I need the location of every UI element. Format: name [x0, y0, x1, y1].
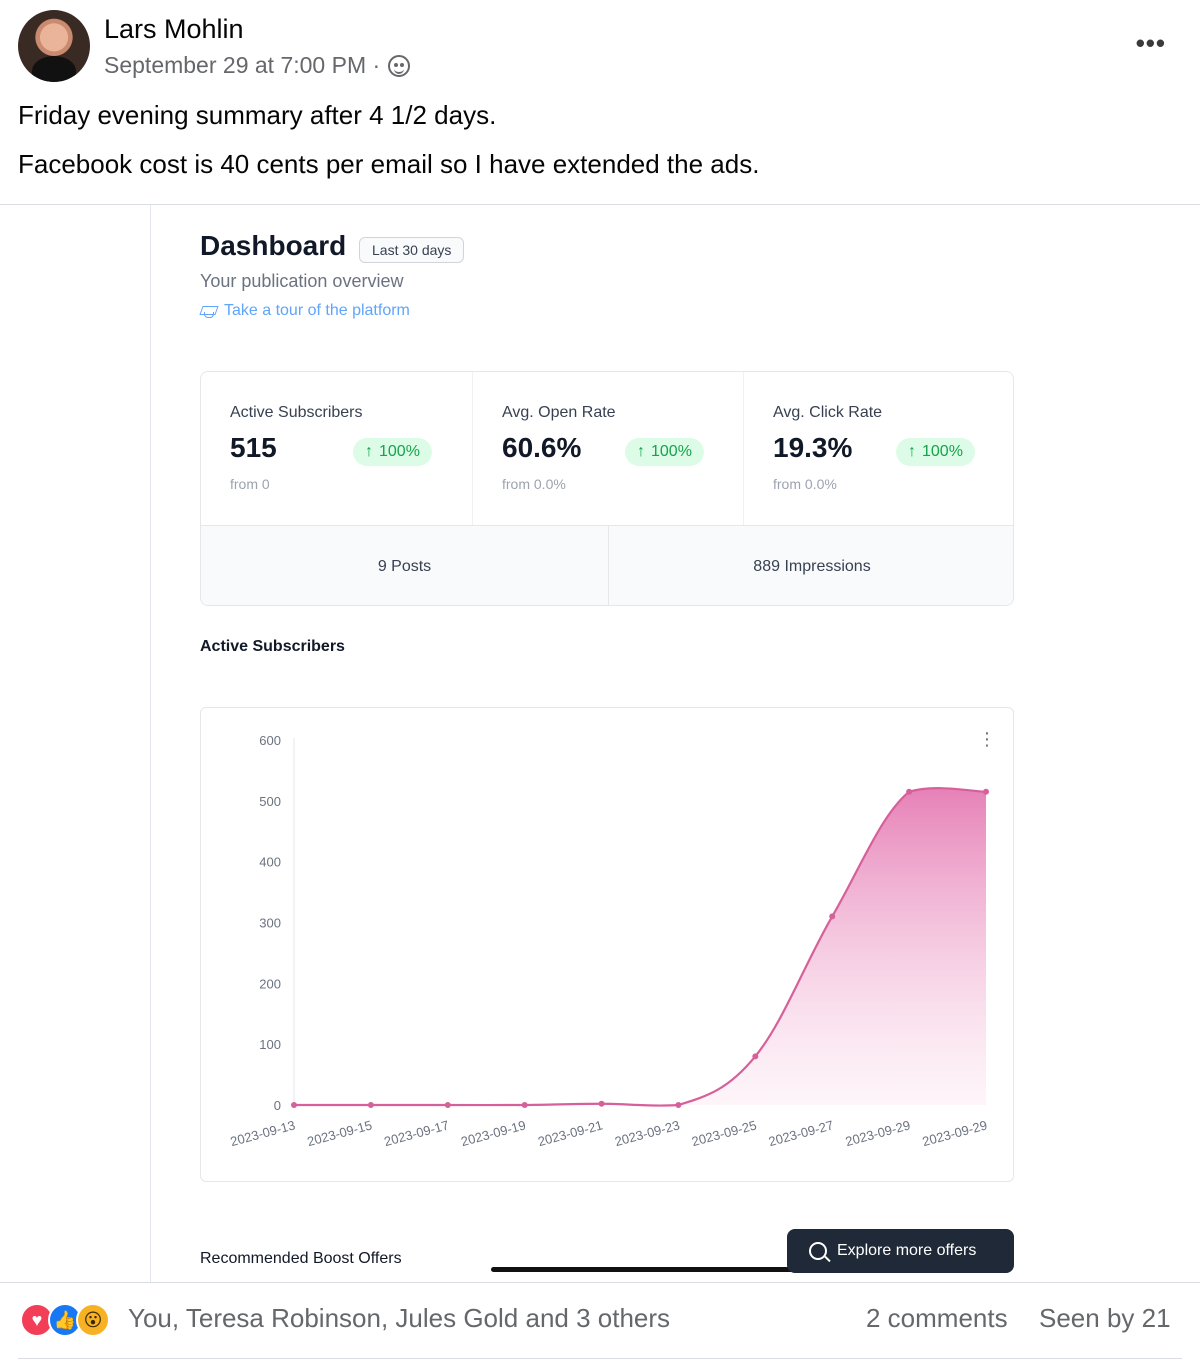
stat-label: Active Subscribers [230, 404, 363, 421]
chart-section-title: Active Subscribers [200, 638, 345, 655]
stat-from: from 0.0% [502, 476, 566, 492]
arrow-up-icon: ↑ [637, 443, 645, 460]
tour-link-label: Take a tour of the platform [224, 302, 410, 319]
y-tick-label: 300 [259, 916, 281, 931]
stat-from: from 0.0% [773, 476, 837, 492]
post-text-line-1: Friday evening summary after 4 1/2 days. [18, 100, 497, 130]
data-point[interactable] [521, 1102, 528, 1108]
stats-card: Active Subscribers 515 ↑ 100% from 0 Avg… [200, 371, 1014, 606]
posts-count[interactable]: 9 Posts [377, 558, 432, 575]
stat-value: 19.3% [773, 432, 853, 463]
heart-icon: ♥ [20, 1303, 54, 1337]
stat-label: Avg. Open Rate [502, 404, 616, 421]
dashboard-subtitle: Your publication overview [200, 271, 404, 291]
post-meta: September 29 at 7:00 PM · [104, 52, 411, 79]
data-point[interactable] [444, 1102, 451, 1108]
y-tick-label: 400 [259, 855, 281, 870]
impressions-count[interactable]: 889 Impressions [608, 526, 1013, 605]
more-options-icon[interactable]: ••• [1135, 28, 1166, 58]
search-icon [809, 1242, 827, 1260]
data-point[interactable] [829, 913, 836, 920]
dashboard-title: Dashboard [200, 230, 347, 261]
data-point[interactable] [598, 1100, 605, 1107]
area-fill [294, 788, 986, 1106]
post-text-line-2: Facebook cost is 40 cents per email so I… [18, 149, 760, 179]
subscribers-chart-card: 0 100 200 300 400 500 600 2023-09-13 2023-09-15… [200, 707, 1014, 1182]
y-tick-label: 0 [274, 1098, 281, 1113]
seen-count[interactable]: Seen by 21 [1039, 1303, 1171, 1333]
globe-icon [388, 54, 411, 77]
divider [0, 204, 1200, 205]
data-point[interactable] [983, 788, 989, 795]
author-name[interactable]: Lars Mohlin [104, 14, 244, 44]
stat-open-rate: Avg. Open Rate 60.6% ↑ 100% from 0.0% [472, 372, 743, 525]
stats-summary-row: 9 Posts 889 Impressions [201, 525, 1013, 605]
wow-icon: 😮 [76, 1303, 110, 1337]
x-tick-label: 2023-09-27 [767, 1117, 835, 1149]
y-tick-label: 500 [259, 794, 281, 809]
data-point[interactable] [367, 1102, 374, 1108]
change-badge: ↑ 100% [625, 438, 704, 466]
stat-value: 515 [230, 432, 277, 463]
x-tick-label: 2023-09-15 [306, 1117, 374, 1149]
date-range-badge[interactable]: Last 30 days [359, 237, 465, 263]
y-tick-label: 600 [259, 733, 281, 748]
tour-link[interactable]: Take a tour of the platform [200, 302, 410, 320]
x-tick-label: 2023-09-29 [921, 1117, 989, 1149]
data-point[interactable] [675, 1102, 682, 1108]
y-tick-label: 200 [259, 976, 281, 991]
explore-offers-label: Explore more offers [837, 1242, 977, 1259]
data-point[interactable] [752, 1053, 759, 1060]
explore-offers-button[interactable]: Explore more offers [787, 1229, 1014, 1273]
avatar[interactable] [18, 10, 90, 82]
reactors-list[interactable]: You, Teresa Robinson, Jules Gold and 3 o… [128, 1303, 671, 1333]
divider [150, 205, 151, 1283]
change-value: 100% [379, 443, 420, 460]
stat-active-subscribers: Active Subscribers 515 ↑ 100% from 0 [201, 372, 472, 525]
arrow-up-icon: ↑ [908, 443, 916, 460]
x-tick-label: 2023-09-21 [536, 1117, 604, 1149]
like-icon: 👍 [48, 1303, 82, 1337]
subscribers-chart: 0 100 200 300 400 500 600 2023-09-13 2023-09-15… [229, 733, 989, 1149]
arrow-up-icon: ↑ [365, 443, 373, 460]
stat-value: 60.6% [502, 432, 582, 463]
x-tick-label: 2023-09-19 [459, 1117, 527, 1149]
x-tick-label: 2023-09-17 [382, 1117, 450, 1149]
y-tick-label: 100 [259, 1037, 281, 1052]
comments-count[interactable]: 2 comments [866, 1303, 1008, 1333]
reaction-icons[interactable]: ♥ 👍 😮 [20, 1302, 110, 1338]
change-value: 100% [651, 443, 692, 460]
x-tick-label: 2023-09-29 [844, 1117, 912, 1149]
change-badge: ↑ 100% [353, 438, 432, 466]
post-header: Lars Mohlin September 29 at 7:00 PM · ••… [0, 0, 1200, 90]
x-tick-label: 2023-09-25 [690, 1117, 758, 1149]
stat-from: from 0 [230, 476, 270, 492]
post-timestamp[interactable]: September 29 at 7:00 PM · [104, 52, 381, 78]
data-point[interactable] [291, 1102, 297, 1108]
change-badge: ↑ 100% [896, 438, 975, 466]
divider [18, 1358, 1182, 1359]
graduation-cap-icon [200, 304, 218, 318]
stat-label: Avg. Click Rate [773, 404, 883, 421]
stat-click-rate: Avg. Click Rate 19.3% ↑ 100% from 0.0% [743, 372, 1013, 525]
scrollbar[interactable] [491, 1267, 901, 1272]
x-tick-label: 2023-09-23 [613, 1117, 681, 1149]
change-value: 100% [922, 443, 963, 460]
chart-menu-icon[interactable]: ⋮ [978, 729, 996, 749]
data-point[interactable] [906, 788, 913, 795]
boost-offers-title: Recommended Boost Offers [200, 1250, 402, 1267]
divider [0, 1282, 1200, 1283]
x-tick-label: 2023-09-13 [229, 1117, 297, 1149]
